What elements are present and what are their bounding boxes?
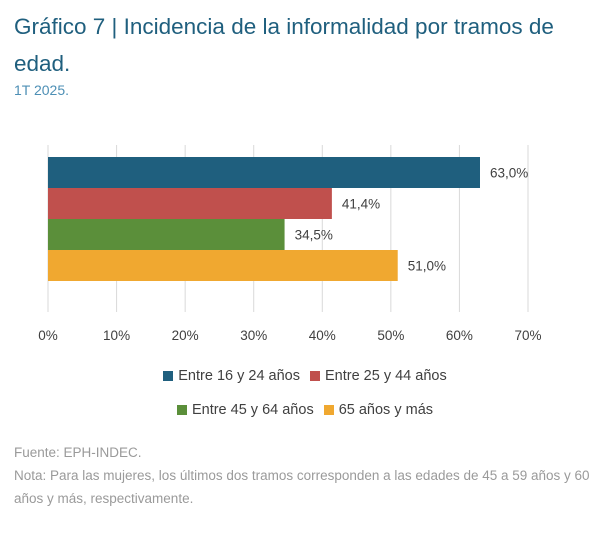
x-tick-label: 0% [38, 328, 58, 343]
legend-swatch [323, 405, 334, 415]
legend-label: Entre 25 y 44 años [325, 368, 447, 384]
bar-4 [48, 250, 398, 281]
chart-subtitle: 1T 2025. [14, 82, 70, 98]
x-tick-label: 40% [309, 328, 336, 343]
bar-value-label: 63,0% [490, 166, 528, 181]
legend-item: Entre 45 y 64 años [176, 402, 314, 418]
legend-label: Entre 16 y 24 años [178, 368, 300, 384]
bars [48, 157, 480, 281]
x-tick-label: 60% [446, 328, 473, 343]
bar-2 [48, 188, 332, 219]
bar-chart: 63,0% 41,4% 34,5% 51,0% 0% 10% 20% 30% 40% 50% 60… [38, 145, 542, 343]
x-tick-label: 70% [514, 328, 541, 343]
data-labels: 63,0% 41,4% 34,5% 51,0% [295, 166, 529, 274]
x-tick-label: 50% [377, 328, 404, 343]
legend-label: Entre 45 y 64 años [191, 402, 314, 418]
source-note: Fuente: EPH-INDEC. [14, 445, 142, 460]
legend-row-1: Entre 16 y 24 años Entre 25 y 44 años [0, 368, 610, 384]
legend-row-2: Entre 45 y 64 años 65 años y más [0, 402, 610, 418]
bar-value-label: 51,0% [408, 259, 446, 274]
bar-1 [48, 157, 480, 188]
legend-item: Entre 25 y 44 años [310, 368, 447, 384]
bar-value-label: 34,5% [295, 228, 333, 243]
bar-value-label: 41,4% [342, 197, 380, 212]
x-axis-ticks: 0% 10% 20% 30% 40% 50% 60% 70% [38, 328, 541, 343]
bar-3 [48, 219, 285, 250]
x-tick-label: 20% [172, 328, 199, 343]
footnote: Nota: Para las mujeres, los últimos dos … [14, 468, 590, 506]
x-tick-label: 30% [240, 328, 267, 343]
legend-item: 65 años y más [323, 402, 434, 418]
chart-title: Gráfico 7 | Incidencia de la informalida… [14, 14, 554, 76]
legend-swatch [163, 371, 174, 381]
x-tick-label: 10% [103, 328, 130, 343]
legend-item: Entre 16 y 24 años [163, 368, 300, 384]
legend-label: 65 años y más [338, 402, 434, 418]
legend-swatch [176, 405, 187, 415]
legend-swatch [310, 371, 320, 381]
